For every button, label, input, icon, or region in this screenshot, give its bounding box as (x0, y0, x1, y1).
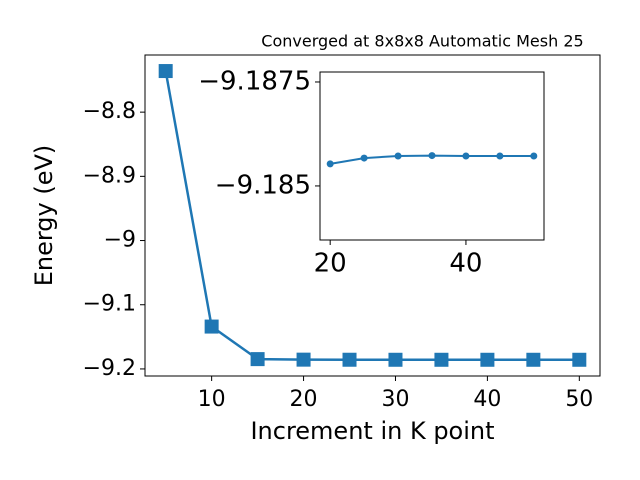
marker (360, 154, 368, 162)
marker (434, 352, 449, 367)
marker (204, 319, 219, 334)
marker (480, 352, 495, 367)
x-tick-label: 40 (473, 387, 501, 412)
chart-title: Converged at 8x8x8 Automatic Mesh 25 (261, 32, 583, 51)
series-line (164, 70, 580, 362)
marker (250, 352, 265, 367)
y-tick-label: −9.1875 (198, 66, 311, 96)
y-tick-label: −9.1 (83, 292, 136, 317)
y-tick-label: −9 (104, 228, 136, 253)
y-axis-label: Energy (eV) (30, 145, 58, 287)
marker (388, 352, 403, 367)
marker (296, 352, 311, 367)
marker (342, 352, 357, 367)
marker (394, 152, 402, 160)
x-tick-label: 10 (198, 387, 226, 412)
marker (526, 352, 541, 367)
x-axis-label: Increment in K point (250, 417, 494, 445)
x-tick-label: 40 (449, 249, 482, 279)
y-tick-label: −8.8 (83, 99, 136, 124)
x-tick-label: 30 (381, 387, 409, 412)
marker (462, 152, 470, 160)
marker (428, 152, 436, 160)
x-tick-label: 50 (565, 387, 593, 412)
marker (158, 64, 173, 79)
x-tick-label: 20 (314, 249, 347, 279)
marker (326, 160, 334, 168)
y-tick-label: −9.2 (83, 356, 136, 381)
y-tick-label: −8.9 (83, 163, 136, 188)
marker (496, 152, 504, 160)
x-tick-label: 20 (290, 387, 318, 412)
marker (530, 152, 538, 160)
y-tick-label: −9.185 (215, 170, 311, 200)
marker (572, 352, 587, 367)
